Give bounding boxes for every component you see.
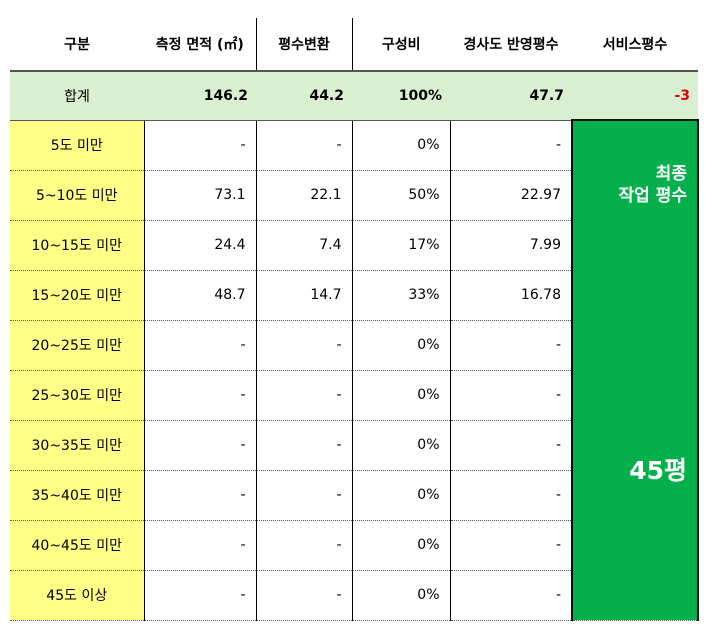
row-area: - — [144, 520, 257, 571]
slope-area-table: 구분 측정 면적 (㎡) 평수변환 구성비 경사도 반영평수 서비스평수 합계 … — [10, 18, 699, 621]
row-ratio: 17% — [352, 220, 450, 271]
row-label: 20~25도 미만 — [10, 320, 145, 371]
row-area: - — [144, 370, 257, 421]
table-row: 20~25도 미만 - -0% - — [10, 320, 698, 371]
final-title-line1: 최종 — [655, 164, 687, 184]
row-slope-pyeong: - — [449, 370, 572, 421]
row-label: 5도 미만 — [10, 120, 145, 171]
row-slope-pyeong: 16.78 — [449, 270, 572, 321]
row-ratio: 0% — [352, 520, 450, 571]
row-ratio: 0% — [352, 120, 450, 171]
row-label: 40~45도 미만 — [10, 520, 145, 571]
row-label: 10~15도 미만 — [10, 220, 145, 271]
row-slope-pyeong: 22.97 — [449, 170, 572, 221]
row-ratio: 0% — [352, 320, 450, 371]
total-row: 합계 146.2 44.2 100% 47.7 -3 — [10, 71, 698, 121]
row-pyeong: - — [256, 120, 353, 171]
row-label: 25~30도 미만 — [10, 370, 145, 421]
row-pyeong: - — [256, 320, 353, 371]
final-title: 최종 작업 평수 — [573, 163, 687, 207]
row-pyeong: - — [256, 520, 353, 571]
row-area: 73.1 — [144, 170, 257, 221]
row-area: - — [144, 120, 257, 171]
table-row: 5~10도 미만 73.1 22.1 50% 22.97 — [10, 170, 698, 221]
total-pyeong: 44.2 — [256, 71, 352, 121]
row-slope-pyeong: - — [449, 120, 572, 171]
table-row: 10~15도 미만 24.4 7.4 17% 7.99 — [10, 220, 698, 271]
row-pyeong: 7.4 — [256, 220, 353, 271]
row-label: 45도 이상 — [10, 570, 145, 621]
row-area: - — [144, 470, 257, 521]
row-slope-pyeong: - — [449, 420, 572, 471]
final-cell-content: 최종 작업 평수 45평 — [573, 121, 687, 620]
header-slope-pyeong: 경사도 반영평수 — [450, 18, 572, 72]
row-pyeong: 14.7 — [256, 270, 353, 321]
table-row: 30~35도 미만 - -0% - — [10, 420, 698, 471]
header-service-pyeong: 서비스평수 — [572, 18, 698, 72]
final-title-line2: 작업 평수 — [618, 186, 687, 206]
total-area: 146.2 — [144, 71, 256, 121]
header-category: 구분 — [10, 18, 144, 72]
row-slope-pyeong: - — [449, 320, 572, 371]
row-pyeong: - — [256, 470, 353, 521]
total-service-pyeong: -3 — [572, 71, 698, 121]
row-ratio: 0% — [352, 420, 450, 471]
row-slope-pyeong: 7.99 — [449, 220, 572, 271]
final-work-pyeong-cell: 최종 작업 평수 45평 — [571, 119, 699, 621]
row-area: 48.7 — [144, 270, 257, 321]
row-area: 24.4 — [144, 220, 257, 271]
slope-area-table-container: 구분 측정 면적 (㎡) 평수변환 구성비 경사도 반영평수 서비스평수 합계 … — [10, 18, 699, 621]
row-pyeong: - — [256, 420, 353, 471]
total-slope-pyeong: 47.7 — [450, 71, 572, 121]
row-pyeong: 22.1 — [256, 170, 353, 221]
row-slope-pyeong: - — [449, 520, 572, 571]
row-ratio: 0% — [352, 370, 450, 421]
row-label: 15~20도 미만 — [10, 270, 145, 321]
row-ratio: 0% — [352, 570, 450, 621]
row-slope-pyeong: - — [449, 470, 572, 521]
header-row: 구분 측정 면적 (㎡) 평수변환 구성비 경사도 반영평수 서비스평수 — [10, 18, 698, 72]
row-area: - — [144, 320, 257, 371]
final-pyeong-value: 45평 — [629, 456, 687, 485]
header-measured-area: 측정 면적 (㎡) — [144, 18, 257, 72]
row-ratio: 0% — [352, 470, 450, 521]
row-area: - — [144, 420, 257, 471]
total-ratio: 100% — [352, 71, 450, 121]
table-row: 45도 이상 - -0% - — [10, 570, 698, 621]
table-row: 40~45도 미만 - -0% - — [10, 520, 698, 571]
row-ratio: 33% — [352, 270, 450, 321]
table-row: 5도 미만 - -0% - 최종 작업 평수 45평 — [10, 119, 699, 621]
total-label: 합계 — [10, 71, 144, 121]
row-pyeong: - — [256, 570, 353, 621]
row-slope-pyeong: - — [449, 570, 572, 621]
row-label: 30~35도 미만 — [10, 420, 145, 471]
row-label: 35~40도 미만 — [10, 470, 145, 521]
header-pyeong-conversion: 평수변환 — [256, 18, 353, 72]
row-pyeong: - — [256, 370, 353, 421]
table-row: 35~40도 미만 - -0% - — [10, 470, 698, 521]
row-label: 5~10도 미만 — [10, 170, 145, 221]
table-row: 25~30도 미만 - -0% - — [10, 370, 698, 421]
row-area: - — [144, 570, 257, 621]
table-row: 15~20도 미만 48.7 14.7 33% 16.78 — [10, 270, 698, 321]
row-ratio: 50% — [352, 170, 450, 221]
header-composition-ratio: 구성비 — [352, 18, 450, 72]
